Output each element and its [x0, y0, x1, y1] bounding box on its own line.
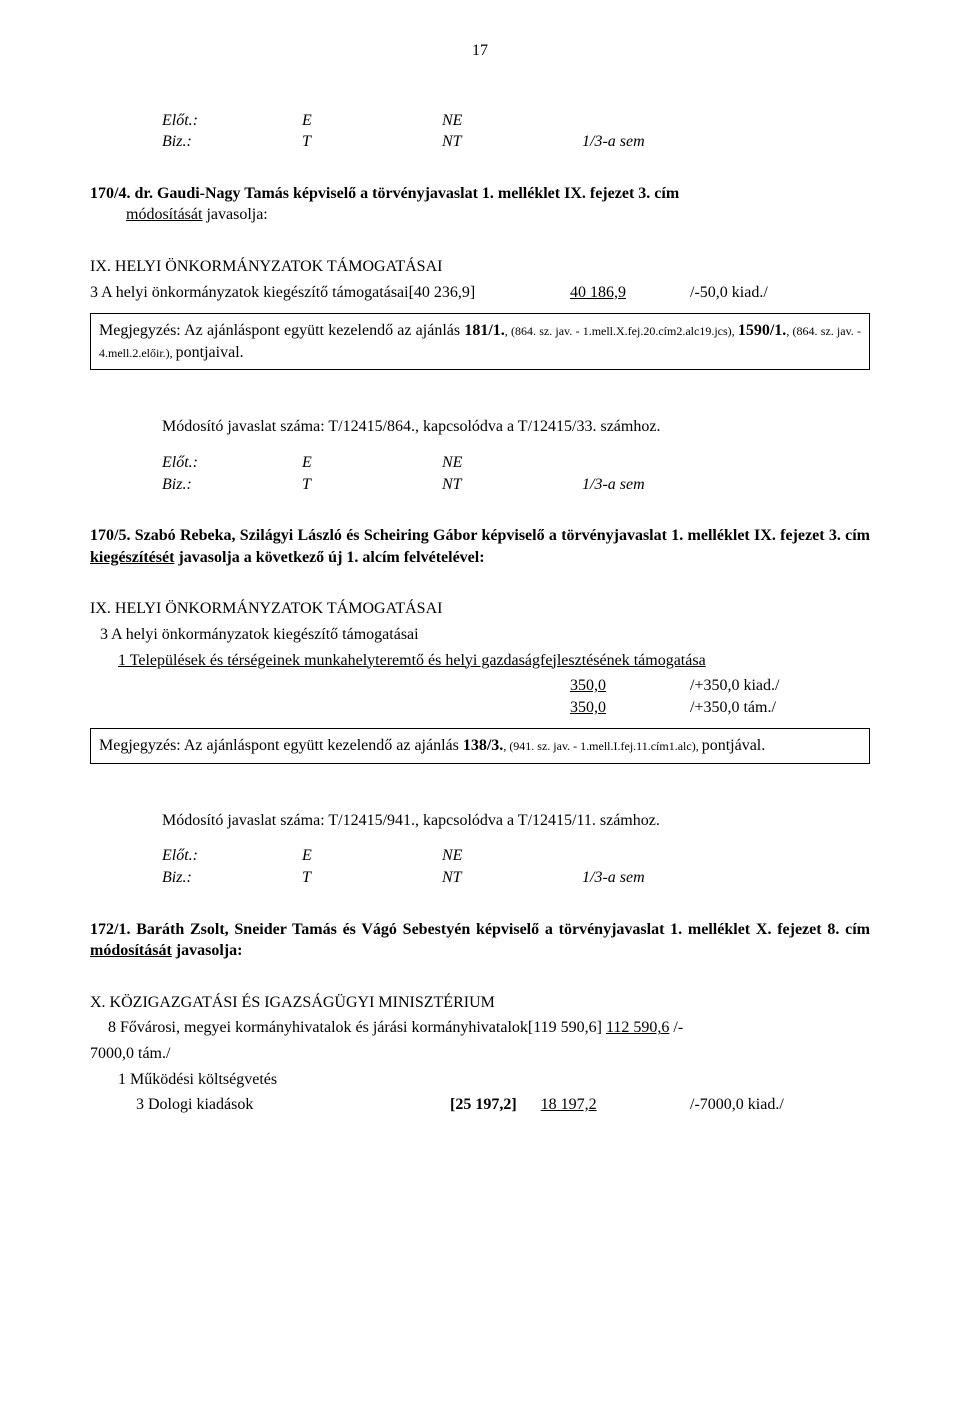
v1-right: /+350,0 kiad./ — [690, 675, 870, 697]
entry-170-5: 170/5. Szabó Rebeka, Szilágyi László és … — [90, 525, 870, 568]
entry-172-1-line1: X. KÖZIGAZGATÁSI ÉS IGAZSÁGÜGYI MINISZTÉ… — [90, 992, 870, 1014]
vote-elot-label: Előt.: — [162, 452, 302, 474]
entry-170-5-val2: 350,0 /+350,0 tám./ — [90, 697, 870, 719]
mod-line-170-5: Módosító javaslat száma: T/12415/941., k… — [162, 810, 870, 832]
l4-left: 3 Dologi kiadások — [136, 1096, 253, 1113]
note-f: pontjaival. — [176, 344, 244, 361]
entry-head-underlined: kiegészítését — [90, 549, 174, 566]
mod-line-170-4: Módosító javaslat száma: T/12415/864., k… — [162, 416, 870, 438]
vote-NE: NE — [442, 110, 582, 132]
l3-u: 1 Települések és térségeinek munkahelyte… — [118, 652, 706, 669]
l2-left: 3 A helyi önkormányzatok kiegészítő támo… — [90, 282, 570, 304]
vote-elot-label: Előt.: — [162, 845, 302, 867]
vote-third: 1/3-a sem — [582, 131, 645, 153]
note-f: pontjával. — [702, 737, 766, 754]
entry-head: Szabó Rebeka, Szilágyi László és Scheiri… — [130, 527, 870, 544]
l2-mid: 112 590,6 — [606, 1019, 669, 1036]
vote-NT: NT — [442, 867, 582, 889]
entry-number: 170/4. — [90, 185, 130, 202]
entry-head-tail: javasolja: — [202, 206, 267, 223]
vote-NT: NT — [442, 131, 582, 153]
entry-170-4: 170/4. dr. Gaudi-Nagy Tamás képviselő a … — [90, 183, 870, 226]
vote-third: 1/3-a sem — [582, 474, 645, 496]
entry-number: 170/5. — [90, 527, 130, 544]
l2-right: /- — [673, 1019, 683, 1036]
l2-right: /-50,0 kiad./ — [690, 282, 870, 304]
entry-172-1-line2: 8 Fővárosi, megyei kormányhivatalok és j… — [90, 1017, 870, 1039]
entry-170-4-line2: 3 A helyi önkormányzatok kiegészítő támo… — [90, 282, 870, 304]
vote-E: E — [302, 845, 442, 867]
entry-head: dr. Gaudi-Nagy Tamás képviselő a törvény… — [130, 185, 679, 202]
entry-170-4-line1: IX. HELYI ÖNKORMÁNYZATOK TÁMOGATÁSAI — [90, 256, 870, 278]
note-b: 138/3. — [463, 737, 503, 754]
entry-number: 172/1. — [90, 921, 130, 938]
l4-mid-u: 18 197,2 — [541, 1096, 597, 1113]
entry-head-tail: javasolja: — [172, 942, 243, 959]
vote-block: Előt.: E NE Biz.: T NT 1/3-a sem — [162, 110, 870, 153]
entry-170-5-line3: 1 Települések és térségeinek munkahelyte… — [90, 650, 870, 672]
note-box-170-5: Megjegyzés: Az ajánláspont együtt kezele… — [90, 728, 870, 764]
vote-T: T — [302, 474, 442, 496]
l2-mid: 40 186,9 — [570, 284, 626, 301]
entry-head-underlined: módosítását — [90, 942, 172, 959]
note-d: 1590/1. — [738, 322, 786, 339]
page-number: 17 — [90, 40, 870, 62]
entry-172-1-line2b: 7000,0 tám./ — [90, 1043, 870, 1065]
entry-172-1-line4: 3 Dologi kiadások [25 197,2] 18 197,2 /-… — [90, 1094, 870, 1116]
l4-right: /-7000,0 kiad./ — [690, 1094, 870, 1116]
v2-right: /+350,0 tám./ — [690, 697, 870, 719]
entry-head-underlined: módosítását — [126, 206, 202, 223]
vote-biz-label: Biz.: — [162, 867, 302, 889]
v2-mid: 350,0 — [570, 699, 606, 716]
vote-NT: NT — [442, 474, 582, 496]
vote-biz-label: Biz.: — [162, 474, 302, 496]
note-a: Megjegyzés: Az ajánláspont együtt kezele… — [99, 322, 464, 339]
entry-170-5-line1: IX. HELYI ÖNKORMÁNYZATOK TÁMOGATÁSAI — [90, 598, 870, 620]
vote-block: Előt.: E NE Biz.: T NT 1/3-a sem — [162, 845, 870, 888]
entry-170-5-line2: 3 A helyi önkormányzatok kiegészítő támo… — [90, 624, 870, 646]
note-c: , (864. sz. jav. - 1.mell.X.fej.20.cím2.… — [505, 324, 738, 338]
note-box-170-4: Megjegyzés: Az ajánláspont együtt kezele… — [90, 313, 870, 370]
vote-third: 1/3-a sem — [582, 867, 645, 889]
vote-block: Előt.: E NE Biz.: T NT 1/3-a sem — [162, 452, 870, 495]
entry-172-1: 172/1. Baráth Zsolt, Sneider Tamás és Vá… — [90, 919, 870, 962]
l4-mid-b: [25 197,2] — [450, 1096, 517, 1113]
vote-elot-label: Előt.: — [162, 110, 302, 132]
note-c: , (941. sz. jav. - 1.mell.I.fej.11.cím1.… — [503, 739, 701, 753]
entry-head-tail: javasolja a következő új 1. alcím felvét… — [174, 549, 484, 566]
vote-E: E — [302, 452, 442, 474]
vote-T: T — [302, 131, 442, 153]
vote-E: E — [302, 110, 442, 132]
entry-head: Baráth Zsolt, Sneider Tamás és Vágó Sebe… — [130, 921, 870, 938]
v1-mid: 350,0 — [570, 677, 606, 694]
vote-NE: NE — [442, 452, 582, 474]
vote-NE: NE — [442, 845, 582, 867]
vote-T: T — [302, 867, 442, 889]
entry-172-1-line3: 1 Működési költségvetés — [90, 1069, 870, 1091]
note-b: 181/1. — [464, 322, 504, 339]
l2-left: 8 Fővárosi, megyei kormányhivatalok és j… — [108, 1019, 606, 1036]
note-a: Megjegyzés: Az ajánláspont együtt kezele… — [99, 737, 463, 754]
entry-170-5-val1: 350,0 /+350,0 kiad./ — [90, 675, 870, 697]
vote-biz-label: Biz.: — [162, 131, 302, 153]
